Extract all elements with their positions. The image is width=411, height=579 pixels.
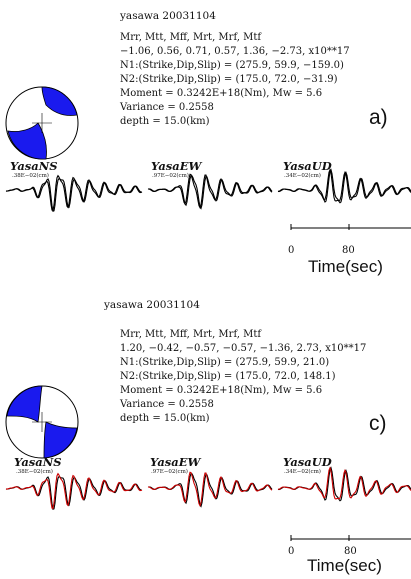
beachball-icon: [5, 385, 79, 459]
moment-tensor-header: Mrr, Mtt, Mff, Mrt, Mrf, Mtf: [120, 329, 262, 340]
nodal-plane-1: N1:(Strike,Dip,Slip) = (275.9, 59.9, −15…: [120, 60, 344, 71]
time-axis: [290, 535, 411, 541]
panel-label: a): [369, 106, 388, 129]
station-name: YasaUD: [283, 159, 332, 173]
axis-tick-80: 80: [344, 546, 357, 557]
event-title: yasawa 20031104: [104, 299, 200, 311]
beachball-icon: [5, 86, 79, 160]
moment-tensor-values: −1.06, 0.56, 0.71, 0.57, 1.36, −2.73, x1…: [120, 46, 350, 57]
moment-magnitude: Moment = 0.3242E+18(Nm), Mw = 5.6: [120, 385, 323, 396]
station-amplitude: .34E−02(cm): [284, 469, 321, 475]
axis-tick-0: 0: [288, 245, 295, 256]
depth: depth = 15.0(km): [120, 116, 210, 127]
station-name: YasaUD: [283, 455, 332, 469]
nodal-plane-2: N2:(Strike,Dip,Slip) = (175.0, 72.0, 148…: [120, 371, 336, 382]
station-amplitude: .38E−02(cm): [16, 469, 53, 475]
station-amplitude: .97E−02(cm): [152, 173, 189, 179]
synthetic-trace: [277, 168, 411, 202]
station-name: YasaEW: [150, 455, 201, 469]
synthetic-trace: [5, 472, 143, 510]
observed-trace: [147, 472, 273, 508]
moment-tensor-header: Mrr, Mtt, Mff, Mrt, Mrf, Mtf: [120, 32, 262, 43]
axis-title: Time(sec): [307, 556, 382, 575]
waveform-plot: [5, 466, 411, 510]
panel-c: yasawa 20031104 Mrr, Mtt, Mff, Mrt, Mrf,…: [0, 290, 411, 579]
moment-magnitude: Moment = 0.3242E+18(Nm), Mw = 5.6: [120, 88, 323, 99]
moment-tensor-values: 1.20, −0.42, −0.57, −0.57, −1.36, 2.73, …: [120, 343, 367, 354]
synthetic-trace: [147, 471, 273, 507]
nodal-plane-2: N2:(Strike,Dip,Slip) = (175.0, 72.0, −31…: [120, 74, 338, 85]
synthetic-trace: [147, 173, 273, 209]
event-title: yasawa 20031104: [120, 10, 216, 22]
panel-label: c): [369, 412, 387, 435]
waveform-plot: [5, 168, 411, 212]
station-name: YasaNS: [10, 159, 58, 173]
station-amplitude: .38E−02(cm): [12, 173, 49, 179]
time-axis: [290, 224, 411, 230]
station-name: YasaNS: [14, 455, 62, 469]
variance: Variance = 0.2558: [120, 399, 214, 410]
synthetic-trace: [277, 466, 411, 500]
panel-a: yasawa 20031104 Mrr, Mtt, Mff, Mrt, Mrf,…: [5, 10, 411, 276]
station-amplitude: .97E−02(cm): [151, 469, 188, 475]
observed-trace: [147, 174, 273, 210]
nodal-plane-1: N1:(Strike,Dip,Slip) = (275.9, 59.9, 21.…: [120, 357, 330, 368]
station-amplitude: .34E−02(cm): [284, 173, 321, 179]
synthetic-trace: [5, 174, 143, 212]
observed-trace: [5, 475, 142, 510]
axis-title: Time(sec): [308, 257, 383, 276]
variance: Variance = 0.2558: [120, 102, 214, 113]
depth: depth = 15.0(km): [120, 413, 210, 424]
station-name: YasaEW: [151, 159, 202, 173]
axis-tick-0: 0: [288, 546, 295, 557]
observed-trace: [5, 177, 142, 212]
axis-tick-80: 80: [342, 245, 355, 256]
